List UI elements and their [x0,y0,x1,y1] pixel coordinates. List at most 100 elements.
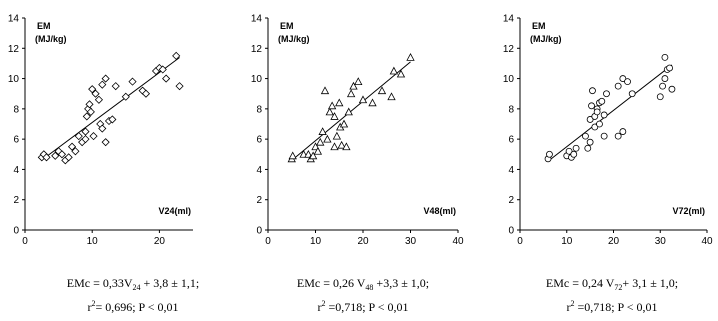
x-tick-label: 10 [561,236,573,247]
data-point [339,119,349,128]
data-point [308,151,318,160]
data-point [666,64,673,72]
data-point [396,69,406,78]
data-point [323,134,332,143]
data-point [596,120,603,128]
data-point [320,86,330,95]
y-tick-label: 12 [8,44,20,55]
data-point [64,153,73,162]
y-tick-label: 6 [508,135,514,146]
data-point [98,124,107,133]
regression-line [291,61,411,161]
data-point [387,92,396,101]
data-point [318,127,327,135]
data-point [368,98,377,107]
regression-equation: EMc = 0,26 V48 +3,3 ± 1,0; [297,276,429,292]
data-point [600,111,608,119]
data-point [81,127,90,136]
y-axis-label: EM [280,21,294,31]
data-point [327,101,337,110]
x-tick-label: 10 [87,236,99,247]
data-point [377,86,387,95]
data-point [661,53,669,61]
y-axis-label-unit: (MJ/kg) [530,34,562,44]
data-point [71,147,80,156]
data-point [591,123,599,131]
data-point [67,142,77,151]
x-tick-label: 30 [655,236,667,247]
data-point [586,116,594,123]
y-tick-label: 6 [13,135,19,146]
data-point [316,137,325,146]
y-axis-label-unit: (MJ/kg) [278,34,310,44]
data-point [389,66,399,75]
y-axis-label: EM [37,21,51,31]
data-point [91,89,100,98]
x-tick-label: 20 [357,236,369,247]
data-point [668,85,676,93]
y-tick-label: 4 [508,165,514,176]
x-axis-label: V72(ml) [672,206,705,216]
data-point [589,87,596,95]
data-point [141,89,151,98]
data-point [74,132,83,141]
data-point [619,128,627,135]
y-tick-label: 0 [256,226,262,237]
data-point [614,82,622,90]
data-point [172,51,181,60]
chart-panel-1: 0 2 4 6 8 10 12 14 0 10 20 EM (MJ/kg) V24(ml) EMc = 0,… [8,14,199,315]
data-point [354,77,363,85]
data-point [101,74,110,83]
x-tick-label: 30 [405,236,417,247]
data-point [57,150,67,159]
x-tick-label: 0 [22,236,28,247]
data-point [175,82,184,91]
data-point [346,89,356,98]
data-point [624,78,631,85]
data-point [586,138,594,146]
data-point [661,75,669,82]
data-point [406,53,415,61]
data-point [628,90,636,98]
y-tick-label: 10 [251,74,263,85]
regression-statistics: r2 =0,718; P < 0,01 [566,299,657,314]
y-tick-label: 4 [13,165,19,176]
x-tick-label: 20 [608,236,620,247]
data-point [582,132,589,140]
y-tick-label: 2 [13,195,19,206]
x-tick-label: 0 [265,236,271,247]
data-point [162,74,171,83]
data-point [358,95,368,104]
data-point [603,90,610,98]
data-point [349,81,358,90]
y-tick-label: 14 [503,14,515,25]
y-tick-label: 6 [256,135,262,146]
data-point [85,100,94,109]
x-tick-label: 40 [701,236,713,247]
chart-panel-3: 0 2 4 6 8 10 12 14 0 10 20 30 40 EM (MJ/kg) V72(ml) EMc … [503,14,713,315]
y-tick-label: 4 [256,165,262,176]
data-point [614,132,622,140]
data-point [42,153,51,162]
data-point [51,151,60,160]
data-point [81,135,90,144]
data-point [82,112,91,121]
chart-panel-2: 0 2 4 6 8 10 12 14 0 10 20 30 40 EM (MJ/kg) V48(ml) EMc … [251,14,464,315]
y-tick-label: 8 [508,104,514,115]
data-point [619,75,627,82]
data-point [108,115,117,124]
regression-statistics: r2 =0,718; P < 0,01 [317,299,408,314]
data-point [572,144,580,152]
y-tick-label: 10 [8,74,20,85]
x-axis-label: V48(ml) [423,206,456,216]
data-point [337,140,346,149]
data-point [94,95,103,104]
y-axis-label: EM [532,21,546,31]
data-point [335,98,344,107]
y-tick-label: 14 [8,14,20,25]
data-point [600,132,608,140]
data-point [570,150,578,158]
data-point [342,142,351,151]
data-point [593,108,601,116]
